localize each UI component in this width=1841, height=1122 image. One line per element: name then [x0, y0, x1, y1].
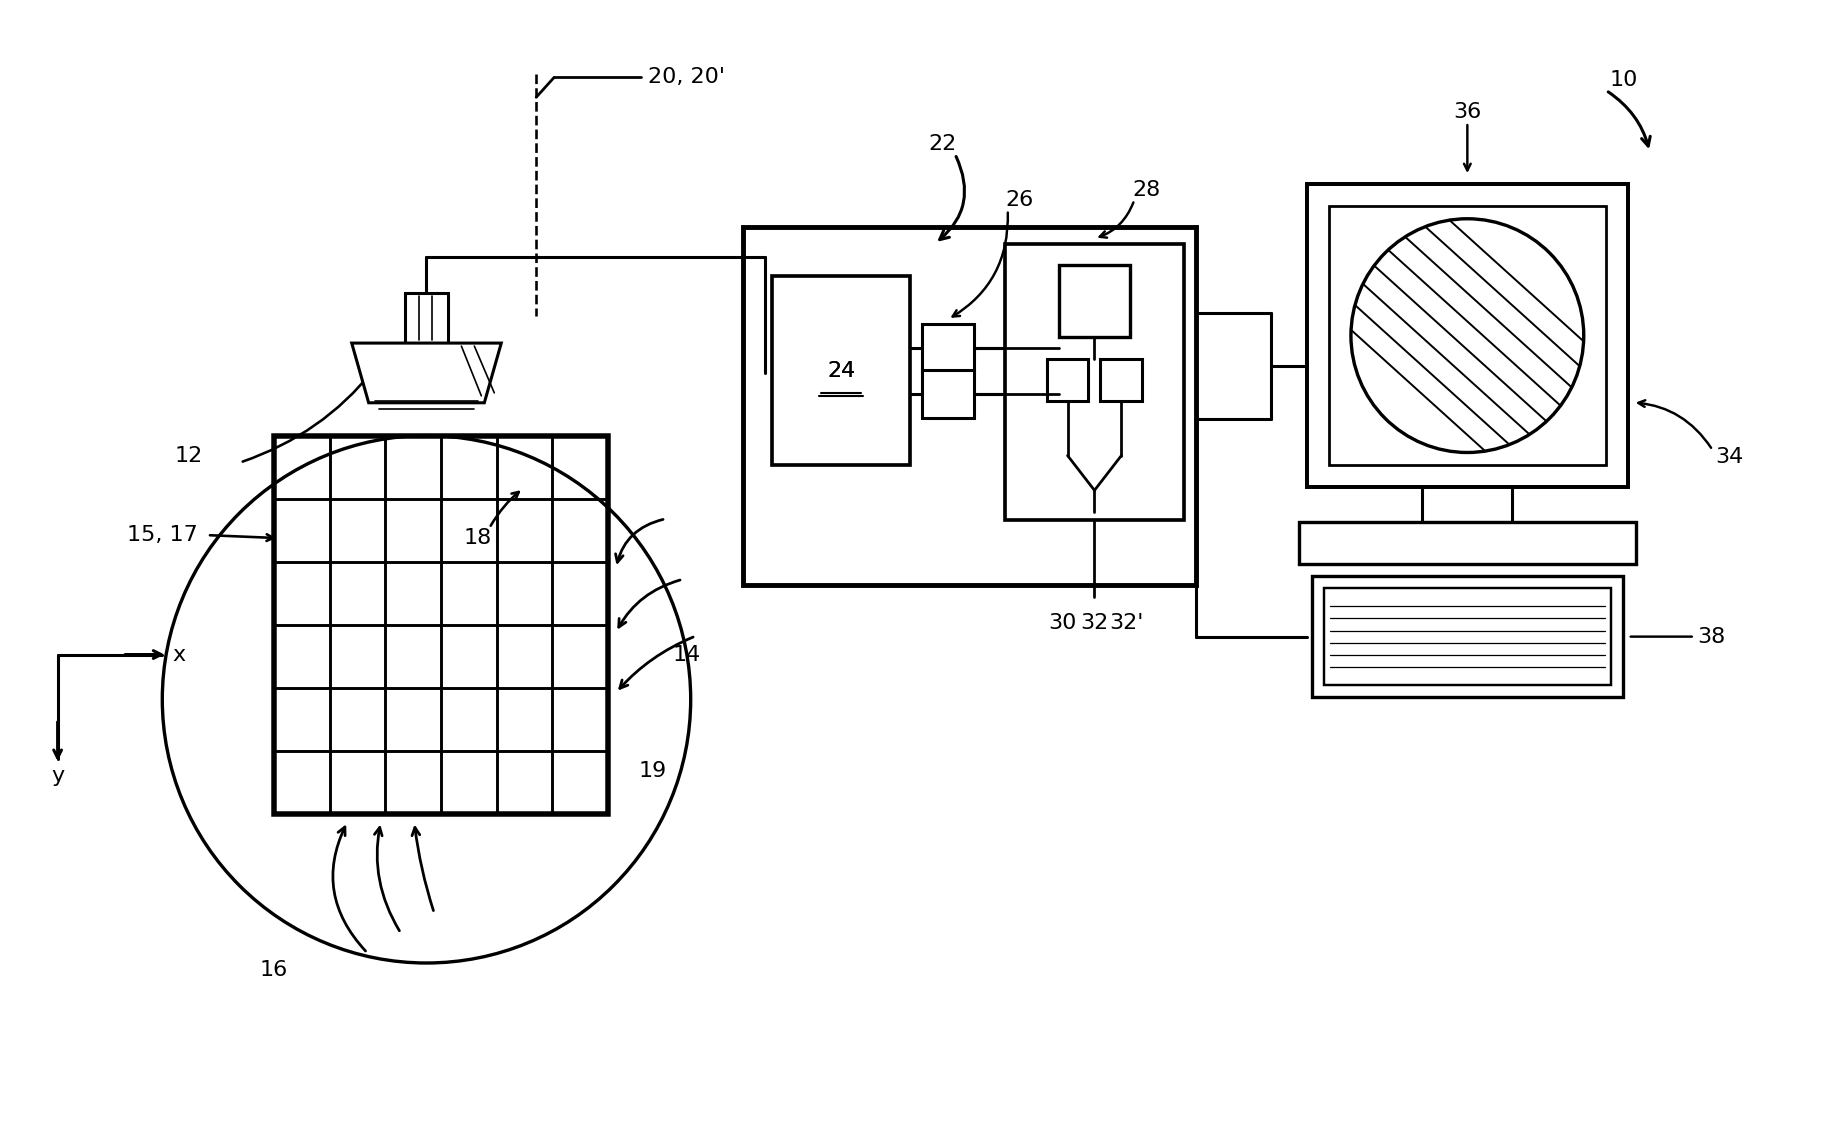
- Text: 28: 28: [1132, 180, 1160, 200]
- Text: y: y: [52, 766, 64, 785]
- Text: 20, 20': 20, 20': [648, 67, 725, 88]
- Text: 19: 19: [639, 761, 666, 781]
- Bar: [1329, 205, 1605, 466]
- Bar: [274, 435, 608, 813]
- Bar: [742, 227, 1197, 585]
- Text: 34: 34: [1716, 447, 1743, 467]
- Text: 30: 30: [1048, 613, 1077, 633]
- Text: 36: 36: [1453, 102, 1482, 122]
- Text: 16: 16: [260, 960, 289, 980]
- Text: x: x: [173, 644, 186, 664]
- Bar: [1300, 522, 1637, 564]
- Polygon shape: [352, 343, 501, 403]
- Text: 14: 14: [672, 644, 701, 664]
- Text: 10: 10: [1609, 71, 1638, 91]
- Bar: [1048, 359, 1088, 401]
- Bar: [773, 276, 909, 466]
- Bar: [1059, 266, 1130, 337]
- Bar: [922, 370, 974, 417]
- Text: 24: 24: [827, 361, 856, 381]
- Bar: [405, 293, 449, 343]
- Circle shape: [162, 435, 690, 963]
- Text: 26: 26: [1005, 190, 1035, 210]
- Text: 22: 22: [928, 134, 955, 154]
- Text: 38: 38: [1697, 626, 1725, 646]
- Text: 32': 32': [1108, 613, 1143, 633]
- Bar: [922, 324, 974, 373]
- Text: 18: 18: [464, 528, 492, 549]
- Text: 24: 24: [827, 361, 856, 381]
- Bar: [1324, 588, 1611, 686]
- Text: 15, 17: 15, 17: [127, 525, 199, 545]
- Bar: [1005, 243, 1184, 521]
- Bar: [1307, 184, 1627, 487]
- Text: 32: 32: [1081, 613, 1108, 633]
- Bar: [1101, 359, 1141, 401]
- Ellipse shape: [1351, 219, 1583, 452]
- Text: 12: 12: [175, 445, 203, 466]
- Bar: [1313, 576, 1624, 697]
